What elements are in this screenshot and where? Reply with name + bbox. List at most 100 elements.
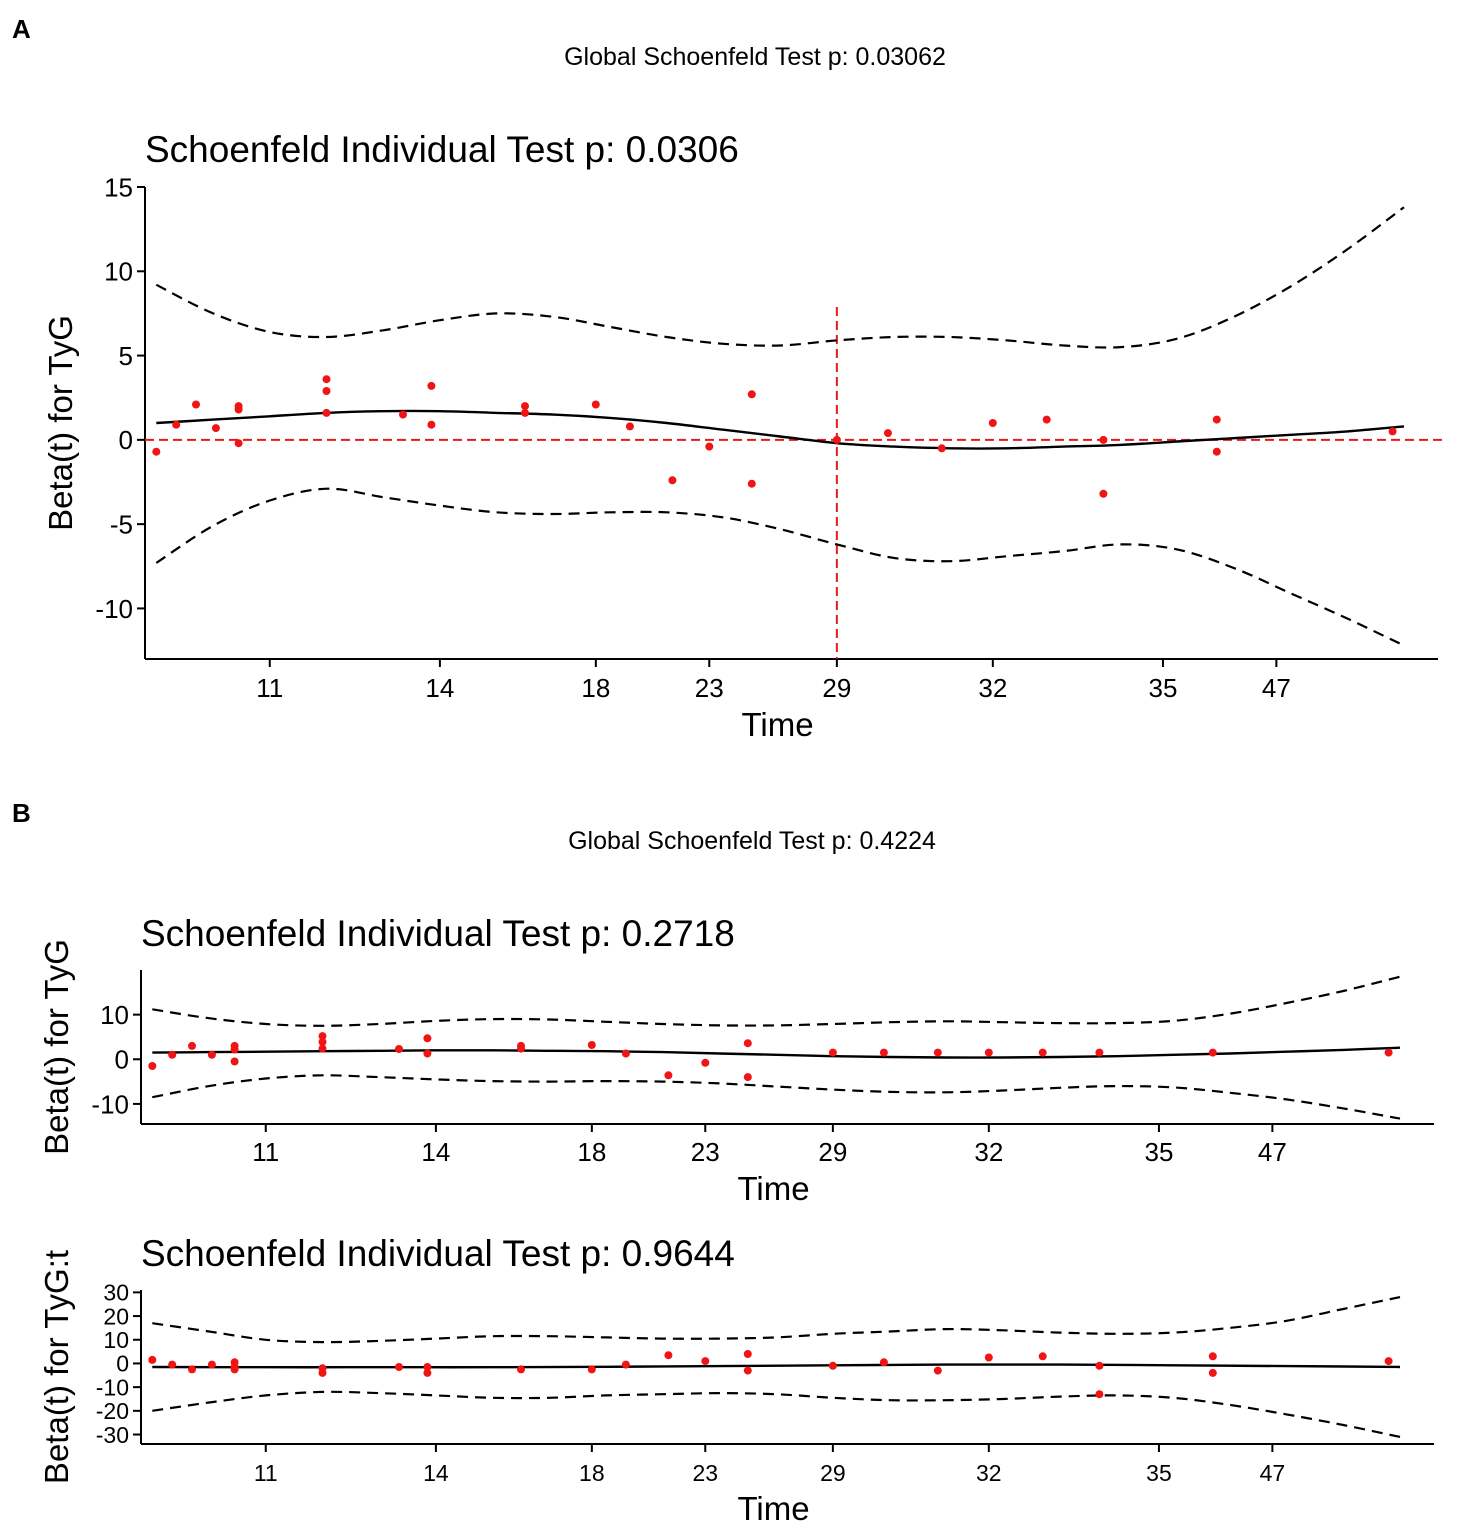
residual-point [395,1045,403,1053]
x-tick-label: 11 [256,673,283,703]
residual-point [427,420,436,429]
residual-point [234,405,243,414]
residual-point [1038,1048,1047,1057]
y-tick-label: 0 [115,1045,129,1075]
residual-point [747,390,756,399]
y-axis-title: Beta(t) for TyG:t [38,1250,75,1484]
y-tick-label: 0 [116,1351,129,1377]
x-tick-label: 29 [818,1137,847,1167]
x-tick-label: 32 [976,1460,1002,1486]
residual-point [230,1045,239,1054]
y-tick-label: 5 [119,341,133,371]
y-tick-label: 10 [100,1000,129,1030]
residual-point [879,1358,888,1367]
beta-smooth-line [156,409,1405,450]
residual-point [423,1368,432,1377]
residual-point [423,1034,432,1043]
x-tick-label: 32 [978,673,1007,703]
panel-letter-b: B [12,798,31,828]
residual-point [1038,1352,1047,1361]
residual-point [1095,1390,1104,1399]
plot-title-b2: Schoenfeld Individual Test p: 0.9644 [141,1233,735,1274]
x-tick-label: 29 [822,673,851,703]
residual-point [188,1041,196,1050]
residual-point [188,1365,196,1374]
residual-point [664,1071,673,1080]
x-tick-label: 18 [581,673,610,703]
residual-point [234,439,243,448]
residual-point [743,1073,752,1082]
residual-point [621,1049,630,1058]
x-tick-label: 47 [1262,673,1291,703]
residual-point [984,1353,993,1362]
residual-point [322,375,331,384]
plot-title-a: Schoenfeld Individual Test p: 0.0306 [145,129,739,170]
x-tick-label: 47 [1258,1137,1287,1167]
x-tick-label: 35 [1146,1460,1172,1486]
y-tick-label: 10 [104,257,133,287]
residual-point [933,1366,942,1375]
residual-point [517,1365,525,1374]
residual-point [318,1037,327,1046]
residual-point [743,1039,752,1048]
residual-point [399,410,407,419]
x-axis-title: Time [737,1490,809,1527]
y-tick-label: -10 [95,594,133,624]
residual-point [668,476,677,485]
residual-point [1388,427,1397,436]
y-tick-label: 20 [103,1303,129,1329]
residual-point [192,400,200,409]
x-tick-label: 14 [421,1137,450,1167]
residual-point [168,1360,177,1369]
residual-point [148,1062,157,1070]
residual-point [883,429,892,438]
x-tick-label: 14 [423,1460,449,1486]
residual-point [322,408,331,417]
x-tick-label: 32 [974,1137,1003,1167]
residual-point [587,1365,596,1374]
residual-point [517,1044,525,1053]
residual-point [1208,1048,1217,1057]
panel-letter-a: A [12,14,31,44]
global-test-title-b: Global Schoenfeld Test p: 0.4224 [568,827,936,855]
residual-point [427,381,436,390]
y-tick-label: -10 [91,1089,129,1119]
residual-point [984,1048,993,1057]
x-tick-label: 35 [1144,1137,1173,1167]
x-tick-label: 23 [695,673,724,703]
x-tick-label: 11 [254,1460,278,1486]
residual-point [828,1361,837,1370]
y-tick-label: -10 [96,1374,129,1400]
residual-point [1212,447,1221,456]
residual-point [395,1363,403,1371]
residual-point [1042,415,1051,424]
residual-point [148,1355,157,1364]
residual-point [621,1360,630,1369]
residual-point [705,442,714,451]
residual-point [591,400,600,409]
residual-point [230,1057,239,1066]
residual-point [1095,1361,1104,1370]
residual-point [172,420,181,429]
residual-point [521,402,529,411]
residual-point [423,1049,432,1058]
y-axis-title: Beta(t) for TyG [38,939,75,1155]
upper-ci-line [152,975,1401,1027]
residual-point [152,447,161,456]
x-tick-label: 23 [691,1137,720,1167]
residual-point [828,1048,837,1057]
residual-point [230,1365,239,1374]
upper-ci-line [155,206,1405,349]
y-tick-label: 15 [104,172,133,202]
residual-point [322,387,331,395]
y-tick-label: 30 [103,1280,129,1306]
residual-point [1208,1352,1217,1361]
residual-point [318,1032,327,1041]
residual-point [318,1368,327,1377]
lower-ci-line [155,487,1405,647]
x-tick-label: 18 [579,1460,605,1486]
y-axis-title: Beta(t) for TyG [42,315,79,531]
residual-point [207,1360,216,1369]
